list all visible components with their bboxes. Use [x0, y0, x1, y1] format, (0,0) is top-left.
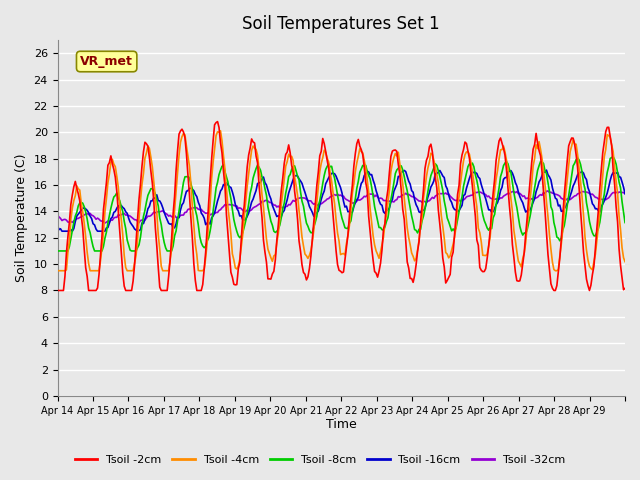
Text: VR_met: VR_met	[80, 55, 133, 68]
Y-axis label: Soil Temperature (C): Soil Temperature (C)	[15, 154, 28, 282]
X-axis label: Time: Time	[326, 419, 356, 432]
Legend: Tsoil -2cm, Tsoil -4cm, Tsoil -8cm, Tsoil -16cm, Tsoil -32cm: Tsoil -2cm, Tsoil -4cm, Tsoil -8cm, Tsoi…	[70, 451, 570, 469]
Title: Soil Temperatures Set 1: Soil Temperatures Set 1	[243, 15, 440, 33]
